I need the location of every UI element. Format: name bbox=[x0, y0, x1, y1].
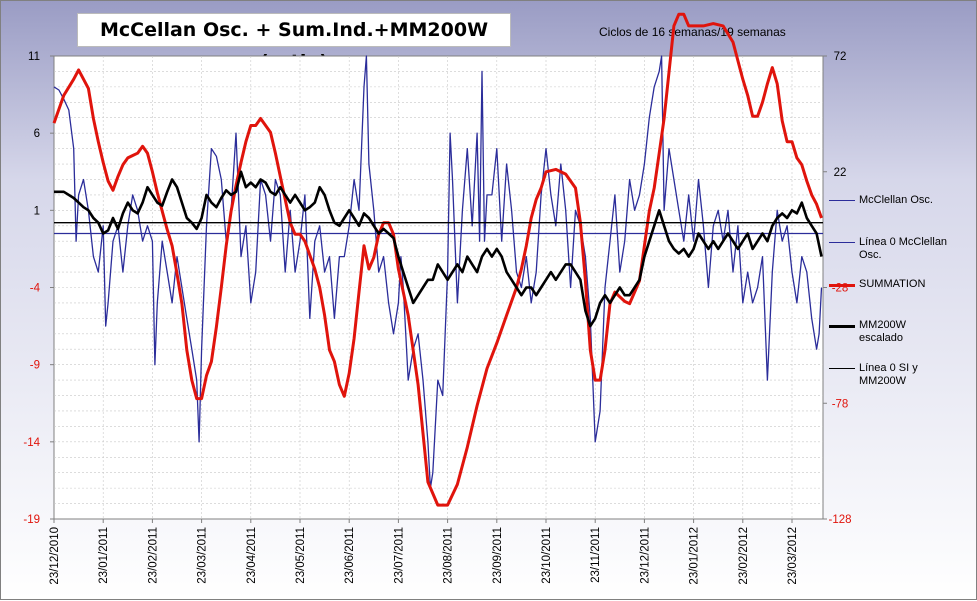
chart-title-box: McCellan Osc. + Sum.Ind.+MM200W (ratio) bbox=[77, 13, 511, 73]
x-tick-label: 23/01/2012 bbox=[689, 527, 701, 585]
x-tick-label: 23/02/2012 bbox=[738, 527, 750, 585]
x-tick-label: 23/11/2011 bbox=[590, 527, 602, 583]
x-tick-label: 23/04/2011 bbox=[246, 527, 258, 584]
x-tick-label: 23/12/2011 bbox=[639, 527, 651, 584]
legend-label-mm200w: MM200W escalado bbox=[859, 319, 907, 344]
series-summation-line bbox=[52, 12, 823, 507]
legend-item-mcclellan: McClellan Osc. bbox=[829, 194, 969, 207]
legend-label-zero-si: Línea 0 SI y MM200W bbox=[859, 362, 918, 387]
legend-swatch-mm200w bbox=[829, 325, 855, 328]
y-right-tick-label: 22 bbox=[834, 167, 847, 179]
y-left-tick-label: 1 bbox=[34, 205, 40, 217]
y-left-tick-label: 11 bbox=[28, 51, 40, 63]
chart-subtitle: Ciclos de 16 semanas/19 semanas bbox=[599, 25, 786, 39]
legend-item-zero-si: Línea 0 SI y MM200W bbox=[829, 362, 923, 388]
series-mcclellan-line bbox=[53, 55, 823, 489]
x-tick-label: 23/10/2011 bbox=[541, 527, 553, 584]
y-left-tick-label: 6 bbox=[34, 128, 40, 140]
legend-swatch-zero-si bbox=[829, 368, 855, 369]
x-tick-label: 23/05/2011 bbox=[295, 527, 307, 584]
x-tick-label: 23/06/2011 bbox=[344, 527, 356, 584]
x-tick-label: 23/09/2011 bbox=[492, 527, 504, 584]
legend-item-mm200w: MM200W escalado bbox=[829, 319, 917, 345]
x-tick-label: 23/07/2011 bbox=[393, 527, 405, 584]
legend-item-summation: SUMMATION bbox=[829, 278, 969, 291]
x-tick-label: 23/08/2011 bbox=[443, 527, 455, 584]
x-tick-label: 23/03/2011 bbox=[197, 527, 209, 584]
legend-label-zero-mcclellan: Línea 0 McClellan Osc. bbox=[859, 236, 948, 261]
y-right-tick-label: 72 bbox=[834, 51, 847, 63]
y-left-tick-label: -19 bbox=[23, 514, 40, 526]
legend-label-summation: SUMMATION bbox=[859, 278, 926, 290]
legend-swatch-mcclellan bbox=[829, 200, 855, 201]
series-mm200w-line bbox=[54, 170, 823, 328]
y-right-tick-label: -78 bbox=[832, 398, 849, 410]
x-tick-label: 23/01/2011 bbox=[98, 527, 110, 584]
x-tick-label: 23/12/2010 bbox=[49, 527, 61, 585]
x-tick-label: 23/03/2012 bbox=[787, 527, 799, 585]
y-left-tick-label: -9 bbox=[30, 360, 40, 372]
x-tick-label: 23/02/2011 bbox=[147, 527, 159, 584]
y-left-tick-label: -14 bbox=[23, 437, 40, 449]
y-left-tick-label: -4 bbox=[30, 283, 41, 295]
legend-label-mcclellan: McClellan Osc. bbox=[859, 194, 933, 206]
legend-swatch-zero-mcclellan bbox=[829, 242, 855, 243]
y-right-tick-label: -128 bbox=[828, 514, 851, 526]
legend-item-zero-mcclellan: Línea 0 McClellan Osc. bbox=[829, 236, 969, 262]
legend-swatch-summation bbox=[829, 284, 855, 287]
